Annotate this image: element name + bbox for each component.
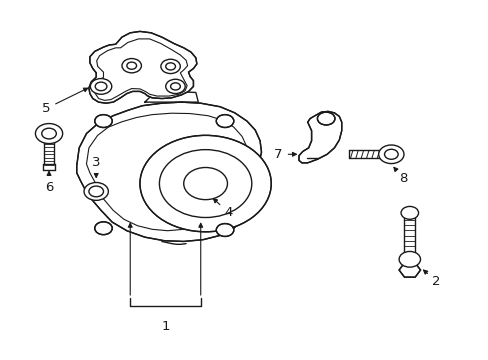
Circle shape bbox=[317, 112, 334, 125]
Circle shape bbox=[216, 224, 233, 237]
Text: 7: 7 bbox=[274, 148, 296, 161]
Text: 3: 3 bbox=[92, 156, 100, 177]
Polygon shape bbox=[398, 263, 420, 277]
Circle shape bbox=[161, 59, 180, 73]
Circle shape bbox=[165, 79, 185, 94]
Circle shape bbox=[216, 114, 233, 127]
Circle shape bbox=[398, 251, 420, 267]
Circle shape bbox=[84, 183, 108, 201]
Polygon shape bbox=[89, 31, 197, 103]
Text: 1: 1 bbox=[161, 320, 170, 333]
Polygon shape bbox=[298, 111, 341, 163]
Text: 4: 4 bbox=[213, 199, 233, 219]
Polygon shape bbox=[77, 102, 266, 242]
Text: 6: 6 bbox=[45, 171, 53, 194]
Circle shape bbox=[400, 206, 418, 219]
Circle shape bbox=[95, 222, 112, 235]
Circle shape bbox=[95, 114, 112, 127]
Circle shape bbox=[90, 78, 112, 94]
Circle shape bbox=[140, 135, 271, 232]
Text: 8: 8 bbox=[393, 167, 407, 185]
Circle shape bbox=[122, 59, 141, 73]
Text: 2: 2 bbox=[423, 270, 440, 288]
Circle shape bbox=[378, 145, 403, 163]
Text: 5: 5 bbox=[42, 88, 87, 115]
Circle shape bbox=[35, 123, 62, 144]
